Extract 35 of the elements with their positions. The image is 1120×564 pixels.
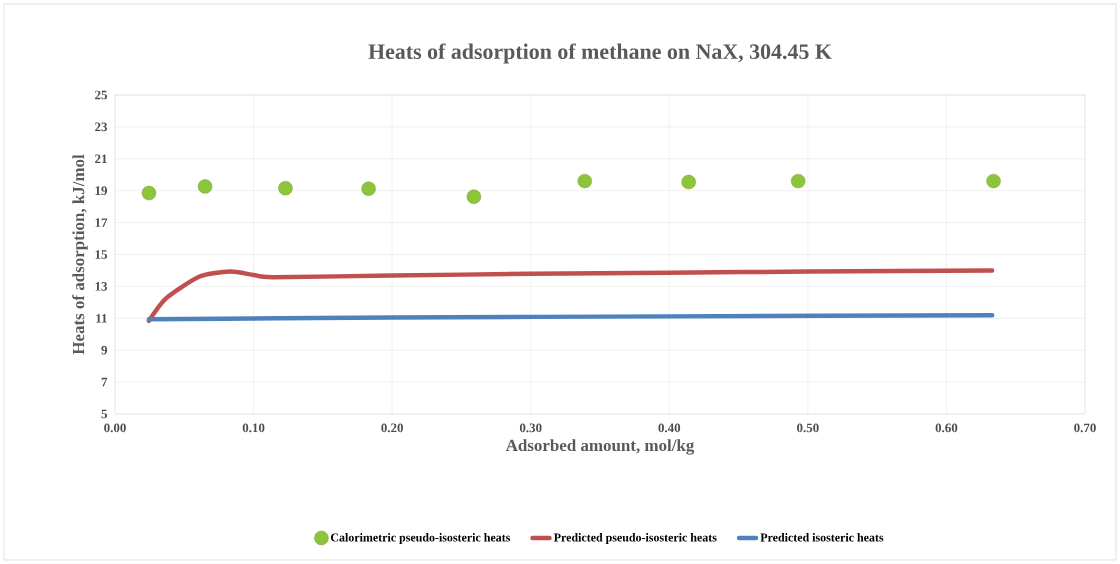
point (278, 180, 293, 196)
y-axis-title: Heats of adsorption, kJ/mol (72, 154, 88, 355)
x-axis-title: Adsorbed amount, mol/kg (505, 439, 695, 455)
point (986, 173, 1001, 189)
point (361, 181, 376, 196)
y-tick-label: 5 (101, 409, 108, 419)
x-tick-label: 0.70 (1074, 423, 1096, 433)
x-tick-label: 0.30 (519, 423, 542, 433)
y-tick-label: 19 (95, 186, 108, 196)
point (577, 173, 592, 189)
x-tick-label: 0.10 (242, 423, 265, 433)
y-tick-label: 23 (95, 122, 108, 132)
point (790, 173, 806, 189)
line-series (146, 268, 995, 324)
y-tick-label: 21 (95, 154, 107, 164)
legend-label: Predicted isosteric heats (760, 533, 884, 542)
point (466, 189, 482, 204)
legend-label: Calorimetric pseudo-isosteric heats (330, 533, 511, 544)
x-tick-label: 0.20 (381, 423, 403, 433)
y-tick-label: 17 (95, 218, 108, 227)
x-tick-label: 0.00 (104, 423, 126, 433)
x-tick-label: 0.40 (658, 423, 681, 433)
point (681, 174, 696, 190)
point (141, 185, 157, 201)
y-tick-label: 11 (96, 314, 107, 323)
x-tick-label: 0.60 (935, 423, 958, 433)
y-tick-label: 7 (101, 377, 108, 387)
x-tick-label: 0.50 (797, 423, 819, 433)
point (197, 179, 213, 194)
legend-label: Predicted pseudo-isosteric heats (553, 533, 717, 544)
y-tick-label: 13 (95, 282, 108, 291)
y-tick-label: 15 (95, 250, 108, 259)
chart-title: Heats of adsorption of methane on NaX, 304.45 K (368, 43, 832, 64)
y-tick-label: 9 (101, 345, 108, 355)
y-tick-label: 25 (95, 90, 108, 100)
